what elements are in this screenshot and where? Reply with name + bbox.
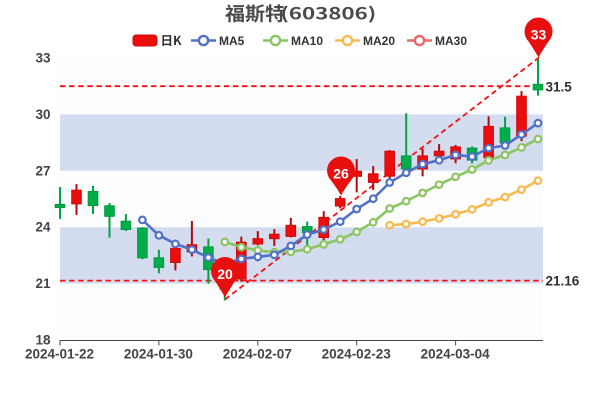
svg-text:2024-02-07: 2024-02-07 xyxy=(223,347,292,362)
svg-text:MA30: MA30 xyxy=(435,34,467,48)
svg-text:2024-02-23: 2024-02-23 xyxy=(322,347,392,362)
svg-text:24: 24 xyxy=(35,220,51,235)
svg-text:27: 27 xyxy=(35,163,50,178)
svg-text:MA5: MA5 xyxy=(219,34,245,48)
svg-text:2024-03-04: 2024-03-04 xyxy=(421,347,491,362)
svg-text:33: 33 xyxy=(35,51,51,66)
svg-text:18: 18 xyxy=(35,333,51,348)
svg-text:MA10: MA10 xyxy=(291,34,323,48)
svg-text:31.5: 31.5 xyxy=(546,80,573,95)
svg-text:2024-01-30: 2024-01-30 xyxy=(124,347,193,362)
svg-text:33: 33 xyxy=(531,27,547,43)
svg-text:21: 21 xyxy=(35,276,51,291)
svg-text:26: 26 xyxy=(333,166,349,182)
svg-text:30: 30 xyxy=(35,107,50,122)
svg-text:2024-01-22: 2024-01-22 xyxy=(25,347,94,362)
svg-text:MA20: MA20 xyxy=(363,34,395,48)
svg-text:20: 20 xyxy=(217,266,233,282)
svg-text:21.16: 21.16 xyxy=(546,274,580,289)
